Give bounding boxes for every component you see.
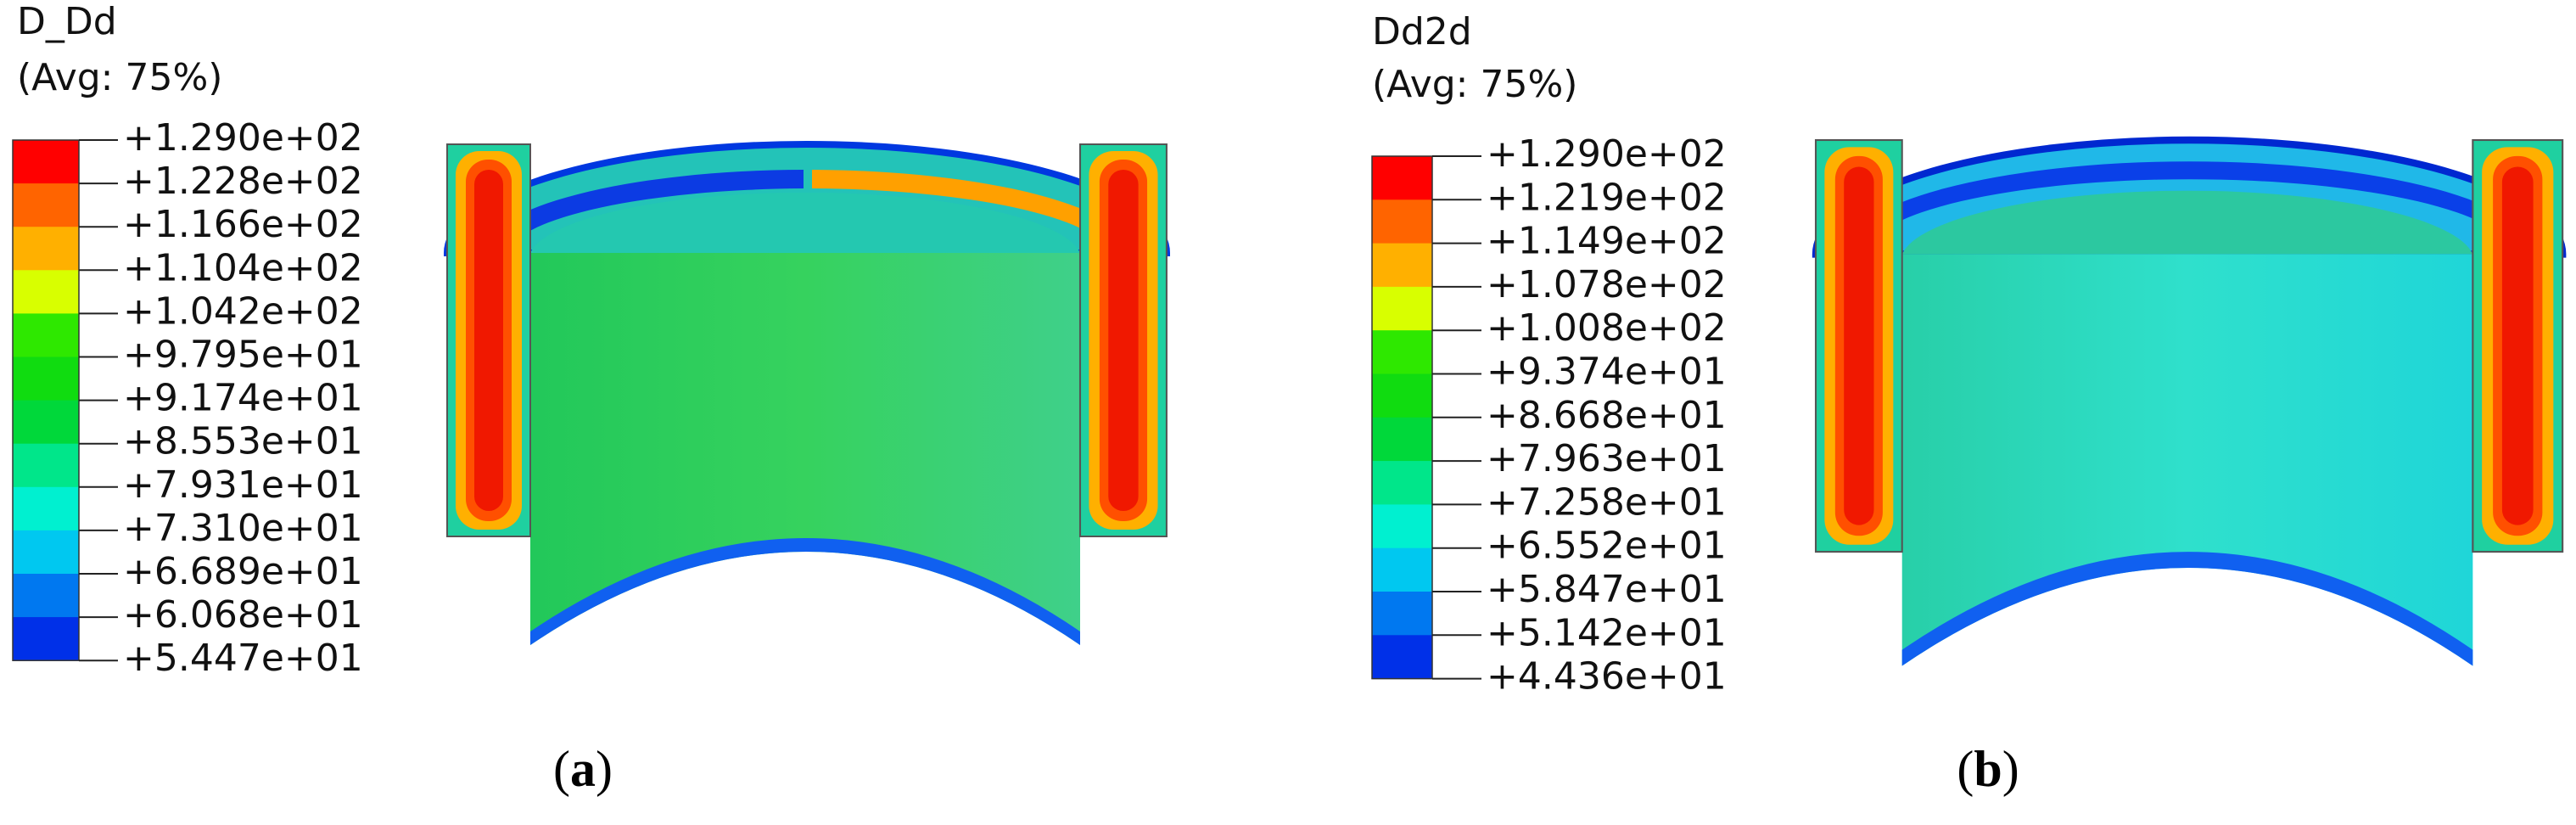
legend-label: +8.553e+01 <box>123 420 363 463</box>
caption: (a) <box>553 741 613 797</box>
caption-part: ) <box>2002 741 2019 797</box>
legend-band <box>13 356 79 401</box>
legend-label: +1.219e+02 <box>1487 176 1727 219</box>
legend-label: +1.078e+02 <box>1487 263 1727 306</box>
legend-band <box>1372 592 1432 636</box>
legend-band <box>13 530 79 575</box>
legend-label: +1.149e+02 <box>1487 220 1727 263</box>
caption-part: a <box>570 741 596 797</box>
variable-name: Dd2d <box>1372 10 1472 53</box>
caption: (b) <box>1957 741 2019 797</box>
legend-band <box>1372 547 1432 592</box>
caption-part: b <box>1974 741 2002 797</box>
panel: D_Dd (Avg: 75%) +1.290e+02+1.228e+02+1.166… <box>12 0 613 797</box>
legend-label: +1.290e+02 <box>123 116 363 160</box>
legend-band <box>1372 199 1432 244</box>
legend-label: +5.142e+01 <box>1487 611 1727 654</box>
legend-label: +5.847e+01 <box>1487 568 1727 611</box>
legend-label: +1.104e+02 <box>123 246 363 289</box>
legend-label: +9.374e+01 <box>1487 351 1727 394</box>
legend-label: +9.795e+01 <box>123 334 363 377</box>
legend-band <box>1372 286 1432 331</box>
legend-label: +8.668e+01 <box>1487 394 1727 437</box>
legend-band <box>1372 461 1432 505</box>
legend-band <box>1372 417 1432 462</box>
legend-band <box>13 270 79 314</box>
panel: Dd2d (Avg: 75%) +1.290e+02+1.219e+02+1.149… <box>1371 10 2019 797</box>
caption-part: ( <box>1957 741 1974 797</box>
legend-label: +7.963e+01 <box>1487 437 1727 480</box>
legend-label: +6.068e+01 <box>123 593 363 637</box>
legend-band <box>13 140 79 184</box>
legend-band <box>13 400 79 445</box>
legend-band <box>1372 156 1432 200</box>
legend-band <box>1372 373 1432 418</box>
legend-band <box>13 227 79 271</box>
variable-name: D_Dd <box>17 0 117 43</box>
legend-band <box>1372 330 1432 374</box>
legend-band <box>1372 243 1432 288</box>
legend-label: +1.290e+02 <box>1487 132 1727 176</box>
legend-band <box>13 574 79 618</box>
legend-band <box>13 183 79 227</box>
contour-model <box>1812 136 2567 666</box>
averaging-label: (Avg: 75%) <box>1372 63 1577 106</box>
legend-band <box>1372 504 1432 549</box>
legend-label: +6.552e+01 <box>1487 525 1727 568</box>
legend-label: +6.689e+01 <box>123 550 363 593</box>
legend-band <box>13 486 79 531</box>
legend-label: +1.166e+02 <box>123 203 363 246</box>
legend-label: +4.436e+01 <box>1487 655 1727 699</box>
averaging-label: (Avg: 75%) <box>17 56 222 99</box>
legend-band <box>13 443 79 488</box>
contour-model <box>443 141 1171 645</box>
legend-band <box>13 313 79 357</box>
legend-label: +7.310e+01 <box>123 507 363 550</box>
legend-label: +1.228e+02 <box>123 160 363 203</box>
legend-label: +9.174e+01 <box>123 377 363 420</box>
legend-label: +1.008e+02 <box>1487 306 1727 350</box>
legend-label: +7.258e+01 <box>1487 480 1727 524</box>
legend-band <box>1372 635 1432 680</box>
legend-label: +1.042e+02 <box>123 289 363 333</box>
legend-band <box>13 617 79 661</box>
caption-part: ( <box>553 741 570 797</box>
legend-label: +5.447e+01 <box>123 637 363 680</box>
caption-part: ) <box>596 741 613 797</box>
legend-label: +7.931e+01 <box>123 463 363 507</box>
